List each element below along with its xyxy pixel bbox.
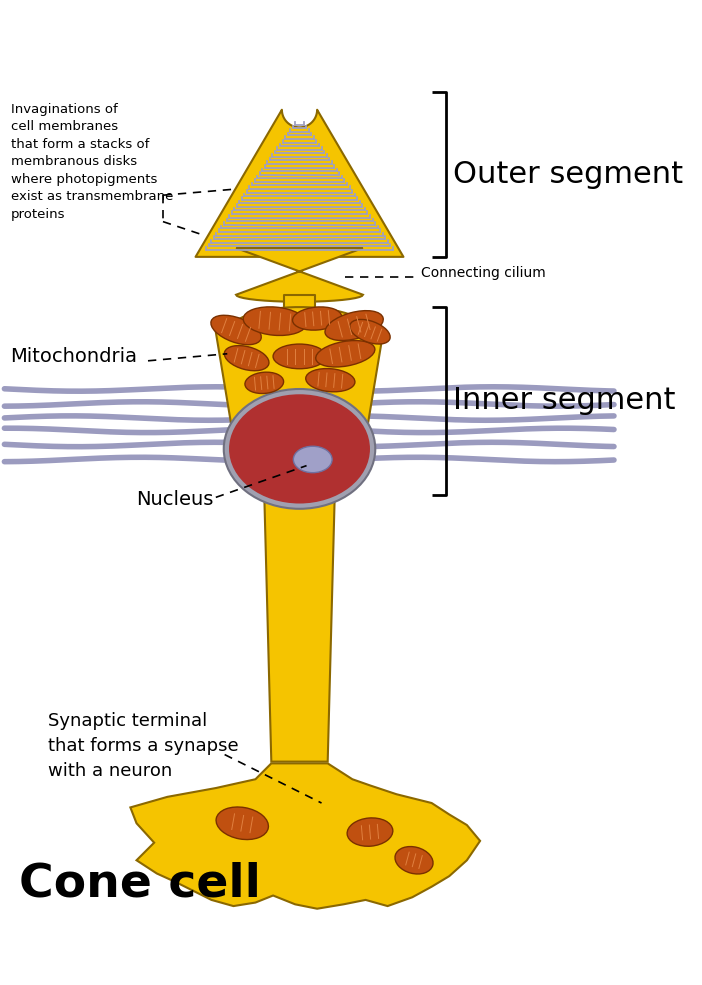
Ellipse shape bbox=[316, 341, 375, 367]
Text: Cone cell: Cone cell bbox=[20, 861, 261, 906]
Polygon shape bbox=[216, 307, 383, 508]
Ellipse shape bbox=[245, 372, 284, 393]
Ellipse shape bbox=[350, 319, 390, 344]
Text: Outer segment: Outer segment bbox=[453, 160, 683, 189]
Ellipse shape bbox=[306, 368, 355, 392]
Text: Connecting cilium: Connecting cilium bbox=[421, 266, 546, 280]
Ellipse shape bbox=[225, 346, 269, 370]
Ellipse shape bbox=[395, 846, 433, 874]
Ellipse shape bbox=[243, 307, 307, 336]
Text: Synaptic terminal
that forms a synapse
with a neuron: Synaptic terminal that forms a synapse w… bbox=[48, 712, 239, 780]
Polygon shape bbox=[236, 248, 363, 301]
Ellipse shape bbox=[347, 818, 393, 846]
Ellipse shape bbox=[325, 310, 383, 341]
Text: Invaginations of
cell membranes
that form a stacks of
membranous disks
where pho: Invaginations of cell membranes that for… bbox=[11, 102, 173, 221]
Ellipse shape bbox=[229, 394, 370, 503]
Ellipse shape bbox=[273, 344, 326, 368]
Ellipse shape bbox=[293, 446, 332, 473]
Polygon shape bbox=[131, 763, 480, 909]
Polygon shape bbox=[196, 109, 404, 257]
Text: Mitochondria: Mitochondria bbox=[11, 347, 138, 365]
Ellipse shape bbox=[293, 307, 342, 330]
Ellipse shape bbox=[211, 315, 261, 345]
Ellipse shape bbox=[216, 807, 268, 839]
Text: Nucleus: Nucleus bbox=[137, 490, 214, 508]
Text: Inner segment: Inner segment bbox=[453, 386, 675, 416]
Polygon shape bbox=[264, 494, 335, 761]
Ellipse shape bbox=[224, 389, 376, 509]
